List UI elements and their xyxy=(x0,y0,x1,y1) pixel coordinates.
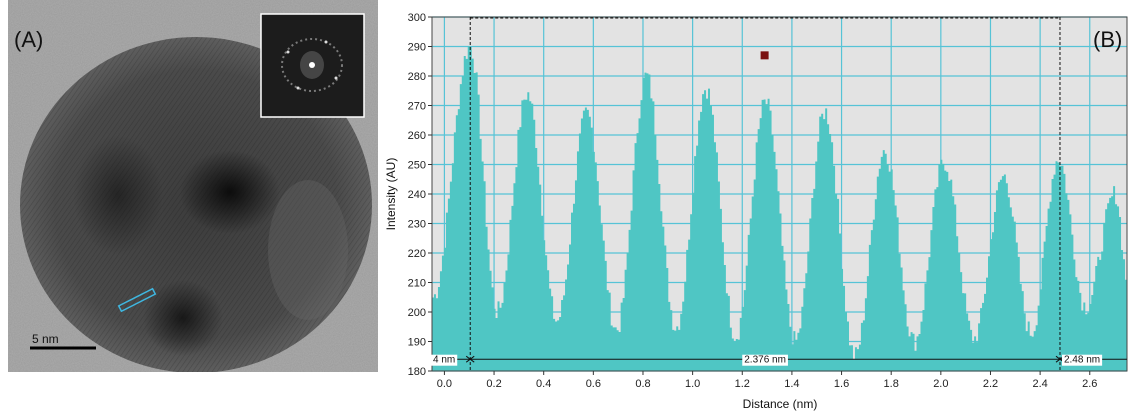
y-tick-label: 260 xyxy=(408,130,426,142)
x-tick-label: 0.6 xyxy=(586,378,601,390)
x-axis-label: Distance (nm) xyxy=(743,397,818,411)
y-tick-label: 290 xyxy=(408,42,426,54)
intensity-series xyxy=(432,46,1127,372)
panel-a-label: (A) xyxy=(14,27,43,52)
y-tick-label: 270 xyxy=(408,101,426,113)
x-tick-label: 1.6 xyxy=(834,378,849,390)
y-axis-label: Intensity (AU) xyxy=(384,158,398,231)
y-tick-label: 230 xyxy=(408,219,426,231)
y-tick-label: 220 xyxy=(408,248,426,260)
x-axis-ticks: 0.0 0.2 0.4 0.6 0.8 1.0 1.2 1.4 1.6 1.8 2.0 2.2 2.4 2… xyxy=(437,371,1097,390)
y-tick-label: 200 xyxy=(408,307,426,319)
annotation-right: 2.48 nm xyxy=(1064,355,1100,366)
panel-b-label: (B) xyxy=(1093,27,1122,52)
line-profile-box xyxy=(117,287,157,313)
x-tick-label: 2.2 xyxy=(983,378,998,390)
y-tick-label: 250 xyxy=(408,160,426,172)
y-tick-label: 240 xyxy=(408,189,426,201)
annotation-left: 4 nm xyxy=(433,355,455,366)
x-tick-label: 0.0 xyxy=(437,378,452,390)
measurement-annotations: 4 nm 2.376 nm 2.48 nm xyxy=(431,354,1103,366)
fft-inset xyxy=(260,13,365,118)
x-tick-label: 1.4 xyxy=(784,378,799,390)
data-marker xyxy=(760,51,769,60)
x-tick-label: 1.0 xyxy=(685,378,700,390)
x-tick-label: 0.8 xyxy=(635,378,650,390)
intensity-profile-chart: 0.0 0.2 0.4 0.6 0.8 1.0 1.2 1.4 1.6 1.8 2.0 2.2 2.4 2… xyxy=(384,12,1128,411)
y-tick-label: 280 xyxy=(408,71,426,83)
tem-image-panel: (A) 5 nm xyxy=(8,0,378,372)
y-axis-ticks: 180 190 200 210 220 230 240 250 260 270 280 290 300 xyxy=(408,12,432,378)
annotation-background xyxy=(1061,354,1103,366)
x-tick-label: 1.2 xyxy=(735,378,750,390)
y-tick-label: 210 xyxy=(408,278,426,290)
x-tick-label: 2.0 xyxy=(933,378,948,390)
y-tick-label: 190 xyxy=(408,337,426,349)
annotation-middle: 2.376 nm xyxy=(744,355,786,366)
annotation-background xyxy=(431,354,458,366)
x-tick-label: 0.4 xyxy=(536,378,551,390)
scale-bar: 5 nm xyxy=(30,332,96,350)
x-tick-label: 0.2 xyxy=(486,378,501,390)
y-tick-label: 300 xyxy=(408,12,426,24)
arrow-head xyxy=(469,355,475,363)
x-tick-label: 2.4 xyxy=(1032,378,1047,390)
annotation-background xyxy=(742,354,788,366)
y-tick-label: 180 xyxy=(408,366,426,378)
x-tick-label: 1.8 xyxy=(884,378,899,390)
x-tick-label: 2.6 xyxy=(1082,378,1097,390)
scale-bar-label: 5 nm xyxy=(32,332,59,346)
